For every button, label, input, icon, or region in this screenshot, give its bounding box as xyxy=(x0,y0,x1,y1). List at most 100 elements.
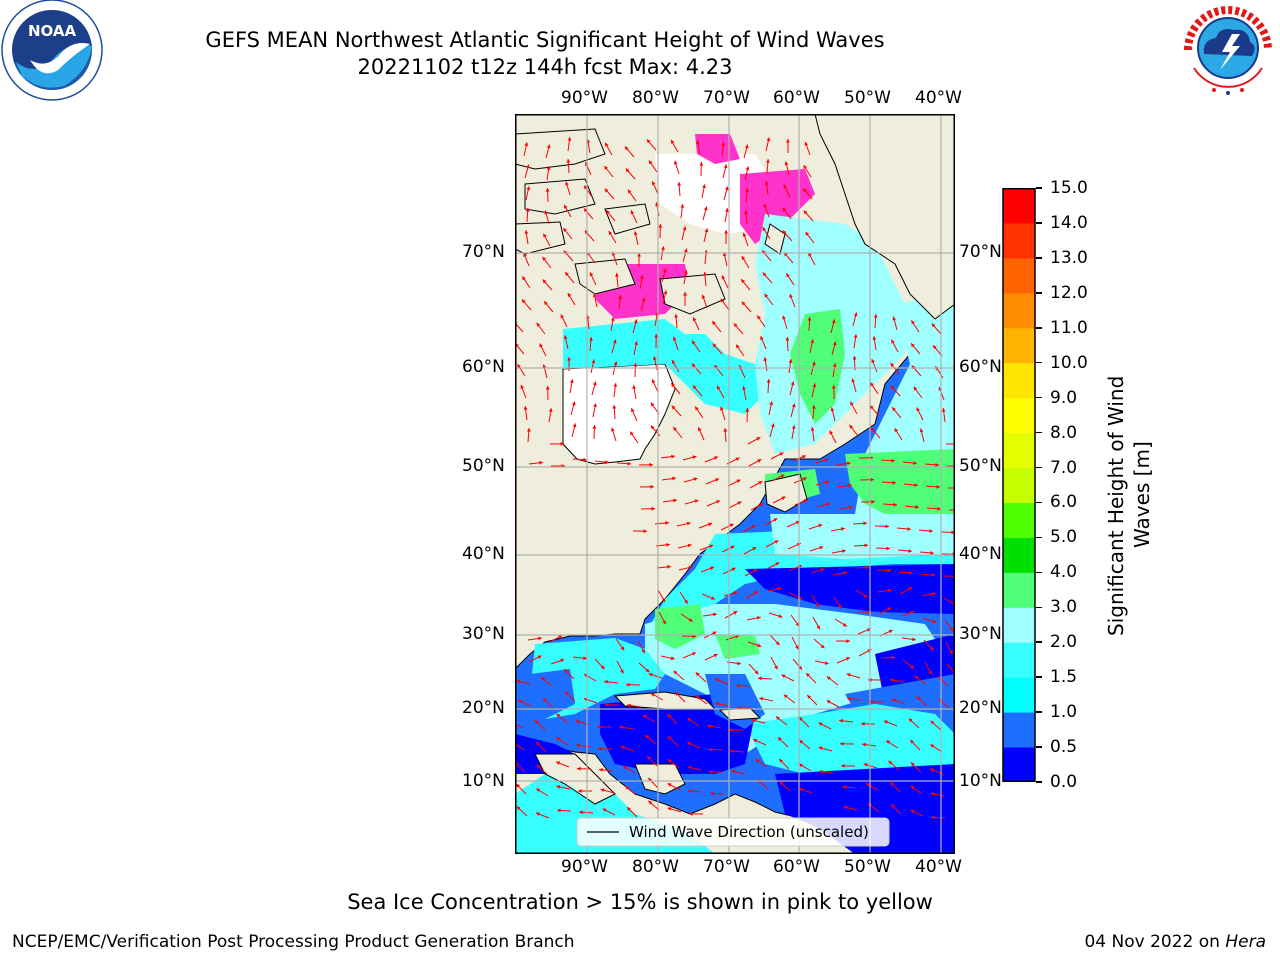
wave-arrow-head xyxy=(713,612,717,617)
wave-arrow-head xyxy=(908,718,913,723)
wave-arrow-head xyxy=(760,336,764,341)
wave-arrow-head xyxy=(720,406,724,411)
wave-arrow-head xyxy=(935,463,939,467)
wave-arrow-head xyxy=(908,549,912,553)
wave-arrow-head xyxy=(650,402,655,407)
lat-label-right: 10°N xyxy=(959,771,1002,791)
wave-arrow-head xyxy=(771,423,775,428)
colorbar-tick-label: 3.0 xyxy=(1050,597,1078,618)
wave-arrow-head xyxy=(736,479,741,483)
wave-arrow-head xyxy=(641,297,646,302)
wave-arrow-head xyxy=(618,295,622,299)
lon-label-bottom: 60°W xyxy=(773,857,820,877)
lat-label-right: 30°N xyxy=(959,624,1002,644)
colorbar-bin xyxy=(1003,222,1035,259)
wave-arrow-head xyxy=(653,356,657,361)
wave-arrow-head xyxy=(774,665,778,670)
wave-arrow-head xyxy=(565,181,569,186)
wave-arrow-head xyxy=(521,299,526,304)
wave-arrow-head xyxy=(692,652,696,656)
lon-label-top: 40°W xyxy=(915,88,962,108)
footer-date-text: 04 Nov 2022 on xyxy=(1084,932,1226,952)
wave-arrow-head xyxy=(683,248,688,253)
wave-arrow-head xyxy=(634,341,638,346)
wave-arrow-head xyxy=(677,182,682,186)
wave-arrow-head xyxy=(863,594,868,598)
wave-arrow-head xyxy=(785,337,790,341)
wave-arrow-head xyxy=(915,505,919,509)
wave-arrow-head xyxy=(805,231,810,236)
wave-arrow-head xyxy=(652,181,656,186)
wave-arrow-head xyxy=(784,161,789,166)
wave-arrow-head xyxy=(910,610,915,615)
wave-arrow-head xyxy=(627,461,631,466)
wave-arrow-head xyxy=(736,344,740,349)
wave-arrow-head xyxy=(870,382,874,387)
colorbar-tick-label: 14.0 xyxy=(1050,212,1088,233)
wave-arrow-head xyxy=(577,766,581,771)
wave-arrow-head xyxy=(645,668,650,673)
wave-arrow-head xyxy=(567,137,572,141)
wave-arrow-head xyxy=(692,455,697,460)
wave-arrow-head xyxy=(667,807,672,811)
wave-arrow-head xyxy=(544,210,549,215)
wave-arrow-head xyxy=(668,736,672,740)
wave-arrow-head xyxy=(572,423,577,428)
colorbar-tick-label: 12.0 xyxy=(1050,282,1088,303)
colorbar-tick-mark xyxy=(1036,292,1042,294)
wave-arrow-head xyxy=(838,604,842,609)
wave-arrow-head xyxy=(782,230,787,235)
wave-arrow-head xyxy=(640,275,644,279)
wave-arrow-head xyxy=(891,655,895,660)
wave-arrow-head xyxy=(933,345,937,350)
wave-arrow-head xyxy=(815,603,820,608)
wave-arrow-head xyxy=(894,428,899,433)
wave-arrow-head xyxy=(597,725,601,729)
colorbar-bin xyxy=(1003,362,1035,399)
wave-arrow-head xyxy=(645,735,650,739)
wave-arrow-head xyxy=(673,427,677,431)
wave-arrow-head xyxy=(818,746,823,750)
wave-arrow-head xyxy=(790,381,795,386)
wave-arrow-head xyxy=(762,227,766,232)
wave-arrow-head xyxy=(777,737,782,742)
wave-arrow-head xyxy=(671,405,676,410)
wave-arrow-head xyxy=(720,298,725,303)
colorbar-bin xyxy=(1003,677,1035,713)
wave-arrow-head xyxy=(819,546,824,550)
wave-arrow-head xyxy=(711,596,715,600)
wave-arrow-head xyxy=(779,781,784,786)
wave-arrow-head xyxy=(798,787,803,792)
wave-arrow-head xyxy=(536,742,540,746)
wave-arrow-head xyxy=(867,610,871,615)
wave-arrow-head xyxy=(908,587,913,591)
wave-arrow-head xyxy=(610,317,615,321)
wave-arrow-head xyxy=(824,661,829,665)
wave-arrow-head xyxy=(931,815,935,820)
wave-arrow-head xyxy=(725,208,729,212)
wave-arrow-head xyxy=(888,629,893,634)
svg-text:NOAA: NOAA xyxy=(28,22,77,40)
wave-arrow-head xyxy=(869,405,874,410)
wave-arrow-head xyxy=(763,357,768,361)
wave-arrow-head xyxy=(702,184,706,189)
wave-arrow-head xyxy=(807,317,812,321)
wave-arrow-head xyxy=(891,804,895,808)
wave-arrow-head xyxy=(870,427,875,432)
wave-arrow-head xyxy=(671,454,675,459)
colorbar-tick-mark xyxy=(1036,536,1042,539)
wave-arrow-head xyxy=(890,782,894,786)
wave-arrow-head xyxy=(782,207,787,212)
wave-arrow-head xyxy=(670,656,675,661)
wave-arrow-head xyxy=(865,565,869,570)
wave-arrow-head xyxy=(526,186,531,191)
wave-arrow-head xyxy=(627,807,631,811)
colorbar-tick-mark xyxy=(1036,396,1042,399)
wave-arrow-head xyxy=(627,703,631,708)
footer-machine: Hera xyxy=(1225,932,1266,952)
colorbar-tick-label: 4.0 xyxy=(1050,562,1078,583)
wave-arrow-head xyxy=(724,230,728,234)
wave-arrow-head xyxy=(756,616,761,620)
wave-arrow-head xyxy=(723,428,728,432)
wave-arrow-head xyxy=(788,359,793,363)
